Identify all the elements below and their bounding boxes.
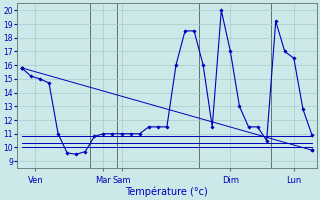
X-axis label: Température (°c): Température (°c) (125, 186, 208, 197)
